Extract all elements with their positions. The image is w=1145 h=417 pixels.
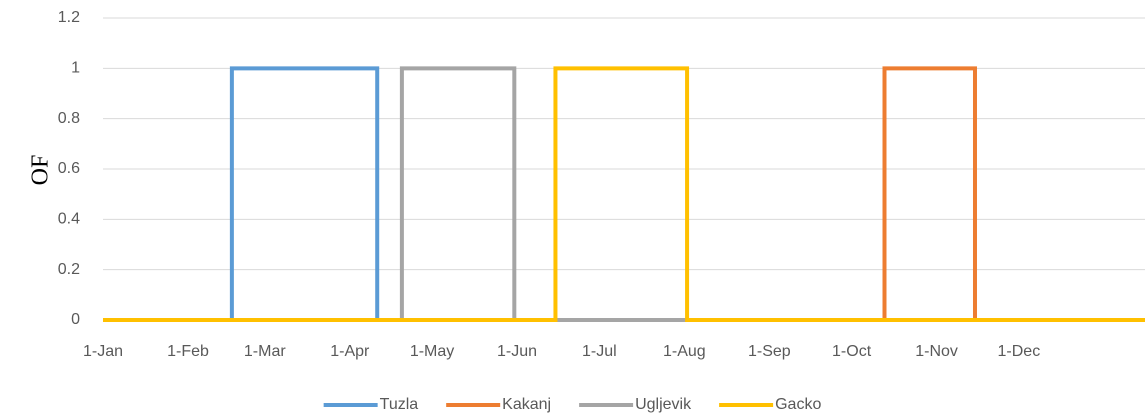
x-tick-label: 1-Nov <box>915 343 958 360</box>
x-tick-label: 1-May <box>410 343 454 360</box>
x-tick-label: 1-Mar <box>244 343 286 360</box>
x-tick-label: 1-Apr <box>330 343 370 360</box>
x-tick-label: 1-Jul <box>582 343 617 360</box>
y-tick-label: 0.6 <box>58 160 80 177</box>
y-tick-label: 1 <box>71 60 80 77</box>
legend-label: Ugljevik <box>635 396 692 413</box>
x-tick-label: 1-Feb <box>167 343 209 360</box>
y-tick-label: 0.4 <box>58 211 80 228</box>
y-tick-label: 1.2 <box>58 9 80 26</box>
x-tick-label: 1-Sep <box>748 343 791 360</box>
y-tick-label: 0 <box>71 311 80 328</box>
x-tick-label: 1-Oct <box>832 343 872 360</box>
y-tick-label: 0.8 <box>58 110 80 127</box>
x-tick-label: 1-Dec <box>998 343 1041 360</box>
series-line <box>103 66 1145 322</box>
y-tick-label: 0.2 <box>58 261 80 278</box>
x-tick-label: 1-Jun <box>497 343 537 360</box>
series-line <box>103 66 1145 322</box>
x-tick-label: 1-Jan <box>83 343 123 360</box>
series-line <box>103 66 1145 322</box>
series-line <box>103 66 1145 322</box>
x-tick-label: 1-Aug <box>663 343 706 360</box>
legend-label: Tuzla <box>380 396 419 413</box>
y-axis-label: OF <box>28 155 54 186</box>
legend-label: Gacko <box>775 396 821 413</box>
legend-label: Kakanj <box>502 396 551 413</box>
